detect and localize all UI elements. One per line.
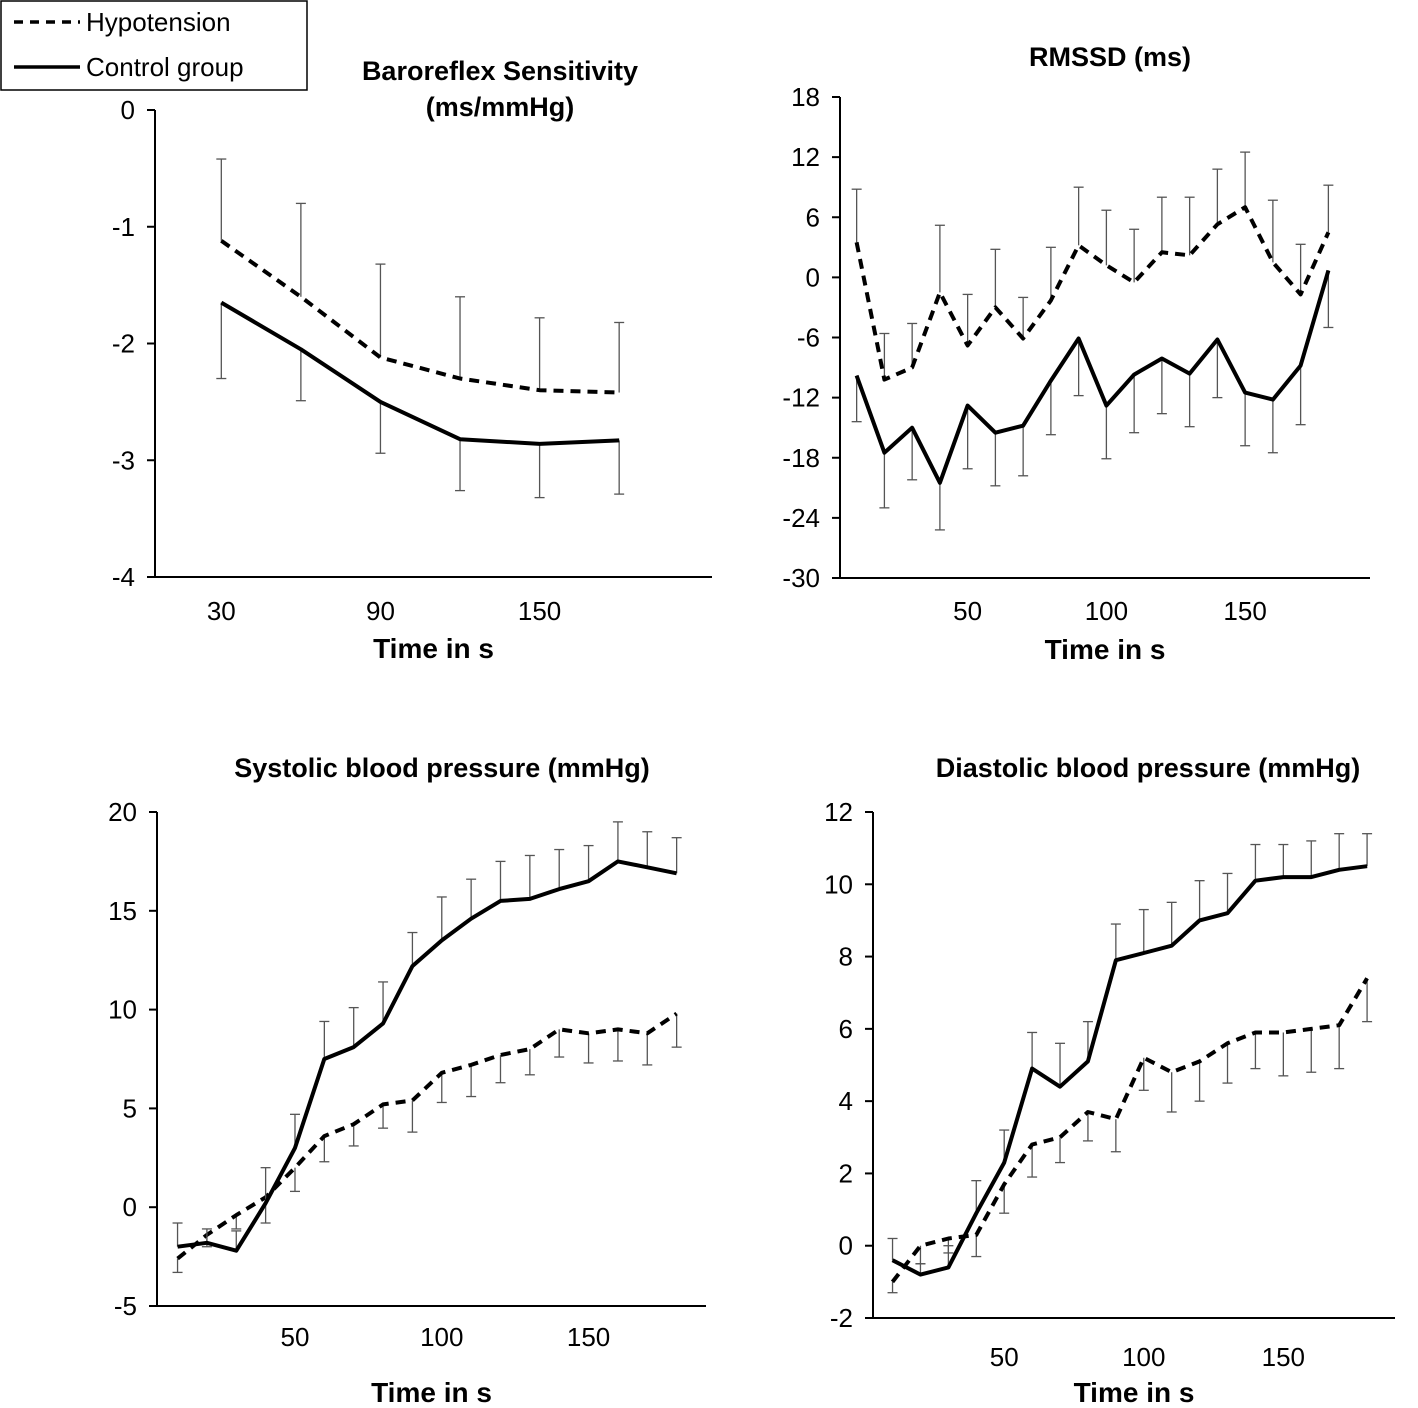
- series-line-control-group: [891, 864, 1368, 1277]
- x-tick-label: 150: [1223, 596, 1266, 626]
- y-tick-label: 4: [839, 1086, 853, 1116]
- x-tick-label: 150: [567, 1322, 610, 1352]
- panel-rmssd: RMSSD (ms) 18 12 6 0 -6 -12 -18 -24 -30 50 100 150 Ti…: [782, 42, 1370, 665]
- y-tick-label: -30: [782, 563, 820, 593]
- x-axis-title: Time in s: [1045, 634, 1166, 665]
- y-tick-label: -18: [782, 443, 820, 473]
- y-tick-label: 15: [108, 896, 137, 926]
- panel-diastolic-blood-pressure: Diastolic blood pressure (mmHg) 12 10 8 6 4 2 0…: [824, 753, 1395, 1408]
- x-tick-label: 50: [990, 1342, 1019, 1372]
- y-tick-label: -4: [112, 562, 135, 592]
- x-axis-title: Time in s: [1074, 1377, 1195, 1408]
- y-tick-label: -12: [782, 383, 820, 413]
- y-tick-label: -2: [112, 329, 135, 359]
- y-tick-label: 12: [791, 142, 820, 172]
- x-tick-label: 50: [281, 1322, 310, 1352]
- y-tick-label: 18: [791, 82, 820, 112]
- x-tick-label: 100: [420, 1322, 463, 1352]
- series-line-hypotension: [220, 239, 620, 395]
- y-tick-label: -24: [782, 503, 820, 533]
- x-tick-label: 100: [1085, 596, 1128, 626]
- y-tick-label: 6: [806, 202, 820, 232]
- x-tick-label: 50: [953, 596, 982, 626]
- series-line-control-group: [177, 859, 678, 1253]
- y-tick-label: -2: [830, 1303, 853, 1333]
- panel-title-line: RMSSD (ms): [1029, 42, 1191, 72]
- y-tick-label: 6: [839, 1014, 853, 1044]
- y-tick-label: -6: [797, 323, 820, 353]
- panel-systolic-blood-pressure: Systolic blood pressure (mmHg)20151050-5…: [108, 753, 706, 1408]
- y-tick-label: 0: [121, 95, 135, 125]
- y-tick-label: 0: [806, 262, 820, 292]
- y-tick-label: -5: [114, 1291, 137, 1321]
- y-tick-label: 12: [824, 797, 853, 827]
- y-tick-label: 10: [824, 869, 853, 899]
- x-axis-title: Time in s: [373, 633, 494, 664]
- x-tick-label: 150: [1262, 1342, 1305, 1372]
- x-axis-title: Time in s: [371, 1377, 492, 1408]
- legend-box: [0, 0, 308, 91]
- series-line-hypotension: [176, 1011, 678, 1261]
- y-tick-label: 2: [839, 1158, 853, 1188]
- y-tick-label: 0: [839, 1231, 853, 1261]
- y-tick-label: 20: [108, 797, 137, 827]
- y-tick-label: 5: [123, 1093, 137, 1123]
- panel-title-line: Diastolic blood pressure (mmHg): [936, 753, 1361, 783]
- legend: Hypotension Control group: [0, 0, 308, 91]
- x-tick-label: 100: [1122, 1342, 1165, 1372]
- legend-label-control-group: Control group: [86, 52, 244, 82]
- y-tick-label: 0: [123, 1192, 137, 1222]
- panel-title-line: (ms/mmHg): [426, 92, 575, 122]
- series-line-control-group: [854, 269, 1331, 485]
- x-tick-label: 150: [518, 596, 561, 626]
- y-tick-label: 8: [839, 942, 853, 972]
- panel-title-line: Baroreflex Sensitivity: [362, 56, 638, 86]
- series-line-hypotension: [854, 205, 1331, 382]
- legend-label-hypotension: Hypotension: [86, 7, 231, 37]
- y-tick-label: -3: [112, 445, 135, 475]
- series-line-hypotension: [890, 977, 1369, 1284]
- x-tick-label: 30: [207, 596, 236, 626]
- x-tick-label: 90: [366, 596, 395, 626]
- panel-baroreflex-sensitivity: Baroreflex Sensitivity (ms/mmHg) 0 -1 -2 -3 -4…: [112, 56, 712, 664]
- y-tick-label: 10: [108, 995, 137, 1025]
- y-tick-label: -1: [112, 212, 135, 242]
- panel-title-line: Systolic blood pressure (mmHg): [234, 753, 650, 783]
- series-line-control-group: [220, 300, 620, 446]
